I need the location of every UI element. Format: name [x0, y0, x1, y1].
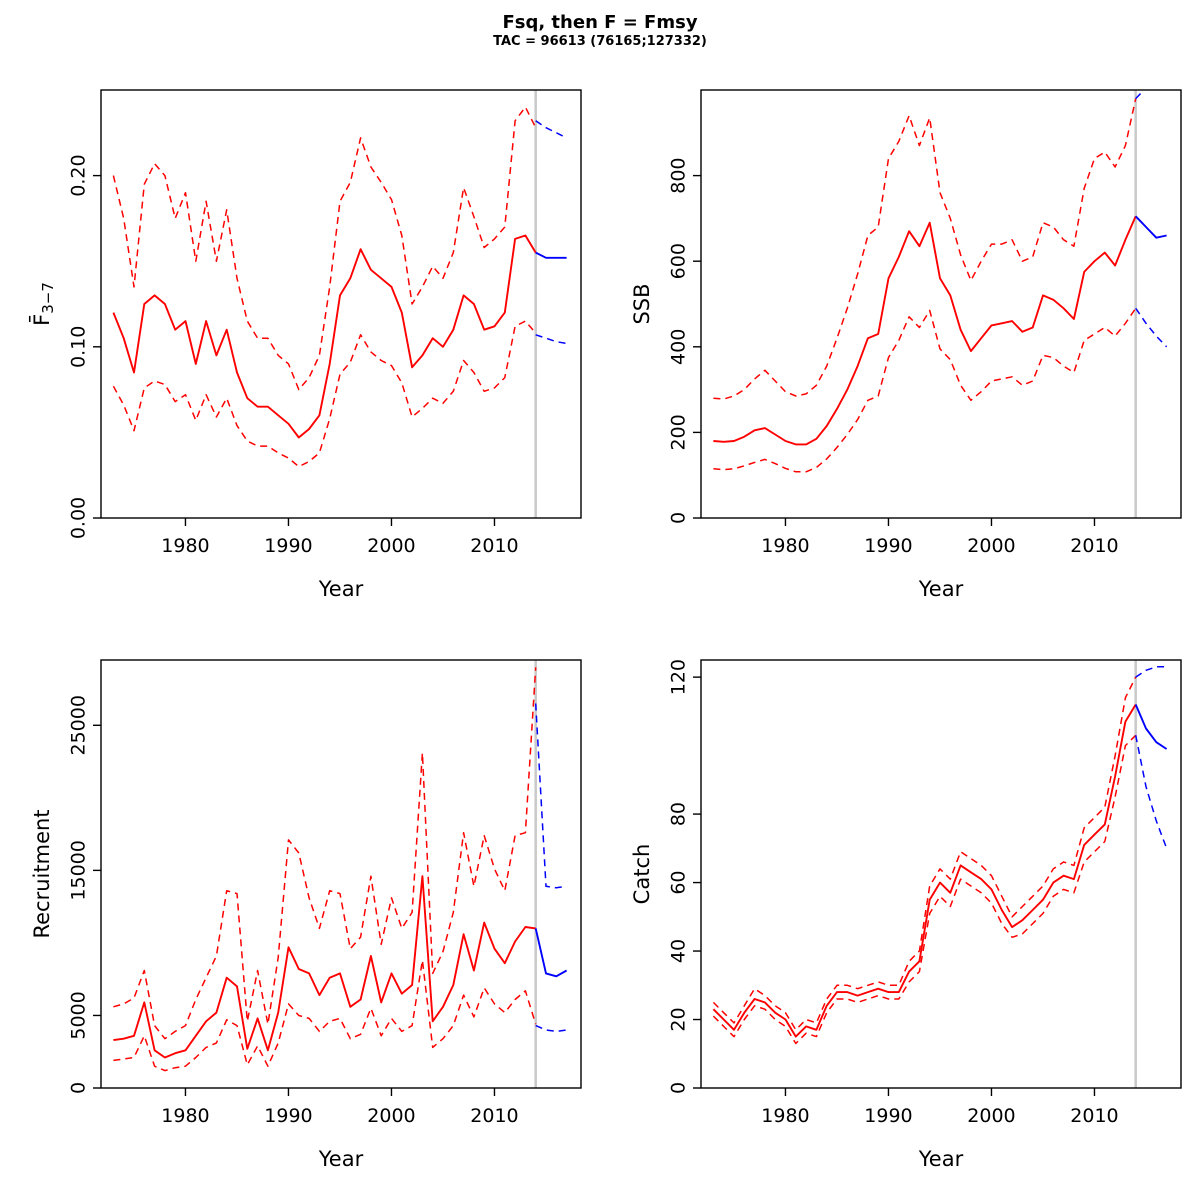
- fbar-median-hist-line: [112, 234, 537, 439]
- fbar-upper-hist-line: [112, 106, 537, 391]
- ssb-plot-box: [700, 89, 1182, 519]
- catch-x-tick-label: 1980: [761, 1105, 809, 1127]
- ssb-y-tick-label: 200: [668, 414, 690, 450]
- recruitment-lower-forecast-line: [535, 1024, 567, 1033]
- recruitment-y-tick-label: 25000: [67, 695, 89, 755]
- ssb-upper-forecast-line: [1135, 90, 1146, 100]
- recruitment-median-hist-line: [113, 875, 536, 1059]
- fbar-x-tick-label: 1980: [161, 535, 209, 557]
- catch-y-tick-label: 120: [668, 659, 690, 695]
- recruitment-plot-box: [100, 659, 582, 1089]
- fbar-plot-box: [100, 89, 582, 519]
- catch-x-tick-label: 1990: [864, 1105, 912, 1127]
- catch-y-tick-label: 80: [668, 802, 690, 826]
- fbar-y-tick-label: 0.10: [68, 326, 90, 368]
- catch-x-axis-title: Year: [918, 1147, 964, 1171]
- catch-y-tick-label: 60: [668, 870, 690, 894]
- ssb-x-tick-label: 1990: [864, 535, 912, 557]
- catch-median-forecast-line: [1134, 704, 1168, 750]
- ssb-x-tick-label: 2010: [1070, 535, 1118, 557]
- catch-y-axis-title: Catch: [630, 844, 654, 905]
- recruitment-x-tick-label: 2010: [470, 1105, 518, 1127]
- recruitment-x-tick-label: 1980: [161, 1105, 209, 1127]
- ssb-lower-forecast-line: [1135, 307, 1168, 348]
- recruitment-x-axis-title: Year: [318, 1147, 364, 1171]
- plot-recruitment: 1980 1990 2000 2010 0 5000 15000 25000 Year Recru…: [30, 659, 582, 1171]
- catch-upper-forecast-line: [1135, 666, 1167, 678]
- panel-cell-fbar: 1980 1990 2000 2010 0.00 0.10 0.20 Year F̄3−7: [0, 60, 600, 630]
- fbar-y-tick-label: 0.00: [68, 497, 90, 539]
- recruitment-upper-hist-line: [113, 667, 537, 1040]
- fbar-x-tick-label: 2000: [367, 535, 415, 557]
- ssb-y-tick-label: 600: [668, 243, 690, 279]
- recruitment-lower-hist-line: [113, 959, 537, 1072]
- catch-plot-box: [700, 659, 1182, 1089]
- catch-y-tick-label: 40: [668, 939, 690, 963]
- panel-cell-recruitment: 1980 1990 2000 2010 0 5000 15000 25000 Year Recru…: [0, 630, 600, 1200]
- plot-catch: 1980 1990 2000 2010 0 20 40 60 80 120 Year Catch: [630, 659, 1182, 1171]
- ssb-y-tick-label: 0: [668, 512, 690, 524]
- ssb-y-axis-title: SSB: [630, 283, 654, 324]
- ssb-median-hist-line: [713, 215, 1137, 446]
- ssb-upper-hist-line: [713, 98, 1137, 400]
- fbar-lower-hist-line: [112, 320, 537, 468]
- catch-y-tick-label: 20: [668, 1007, 690, 1031]
- ssb-x-tick-label: 1980: [761, 535, 809, 557]
- fbar-upper-forecast-line: [535, 120, 567, 139]
- plot-ssb: 1980 1990 2000 2010 0 200 400 600 800 Year SSB: [630, 89, 1182, 601]
- catch-x-tick-label: 2000: [967, 1105, 1015, 1127]
- fbar-x-tick-label: 1990: [264, 535, 312, 557]
- recruitment-x-tick-label: 2000: [367, 1105, 415, 1127]
- panel-cell-ssb: 1980 1990 2000 2010 0 200 400 600 800 Year SSB: [600, 60, 1200, 630]
- recruitment-y-tick-label: 5000: [68, 991, 90, 1039]
- fbar-y-axis-title: F̄3−7: [29, 282, 56, 326]
- catch-x-tick-label: 2010: [1070, 1105, 1118, 1127]
- fbar-median-forecast-line: [535, 251, 567, 259]
- ssb-x-axis-title: Year: [918, 577, 964, 601]
- plot-fbar: 1980 1990 2000 2010 0.00 0.10 0.20 Year F̄3−7: [29, 89, 582, 601]
- ssb-x-tick-label: 2000: [967, 535, 1015, 557]
- catch-y-tick-label: 0: [668, 1082, 690, 1094]
- fbar-x-tick-label: 2010: [470, 535, 518, 557]
- catch-lower-hist-line: [712, 734, 1137, 1045]
- recruitment-median-forecast-line: [534, 928, 568, 978]
- plot-header: Fsq, then F = Fmsy TAC = 96613 (76165;12…: [0, 0, 1200, 60]
- panel-cell-catch: 1980 1990 2000 2010 0 20 40 60 80 120 Year Catch: [600, 630, 1200, 1200]
- main-title: Fsq, then F = Fmsy: [502, 12, 698, 33]
- fbar-lower-forecast-line: [535, 334, 567, 345]
- catch-lower-forecast-line: [1134, 735, 1168, 849]
- tac-subtitle: TAC = 96613 (76165;127332): [493, 34, 707, 49]
- recruitment-y-tick-label: 15000: [68, 840, 90, 900]
- plot-grid: 1980 1990 2000 2010 0.00 0.10 0.20 Year F̄3−7 19…: [0, 60, 1200, 1200]
- ssb-lower-hist-line: [713, 307, 1137, 473]
- fbar-x-axis-title: Year: [318, 577, 364, 601]
- catch-median-hist-line: [712, 704, 1137, 1038]
- ssb-median-forecast-line: [1135, 215, 1167, 239]
- ssb-y-tick-label: 400: [668, 329, 690, 365]
- recruitment-x-tick-label: 1990: [264, 1105, 312, 1127]
- recruitment-y-axis-title: Recruitment: [30, 809, 54, 938]
- recruitment-y-tick-label: 0: [68, 1082, 90, 1094]
- fbar-y-tick-label: 0.20: [68, 154, 90, 196]
- recruitment-upper-forecast-line: [534, 703, 567, 889]
- catch-upper-hist-line: [712, 676, 1137, 1031]
- ssb-y-tick-label: 800: [668, 157, 690, 193]
